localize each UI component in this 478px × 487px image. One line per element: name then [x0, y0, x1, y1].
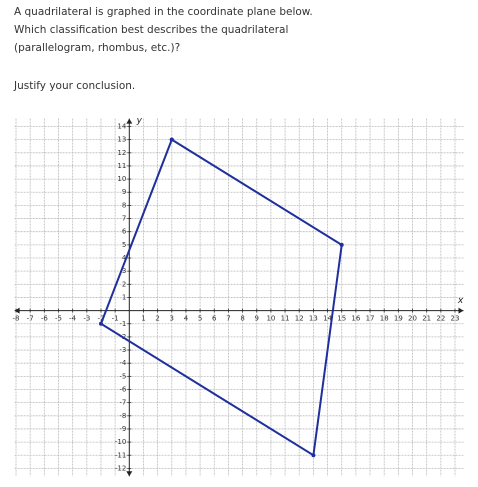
x-tick-label: 22: [436, 315, 445, 323]
y-tick-label: 8: [122, 201, 126, 209]
y-tick-label: -8: [119, 412, 126, 420]
x-tick-label: 19: [394, 315, 403, 323]
x-tick-label: -5: [55, 315, 62, 323]
x-tick-label: 6: [212, 315, 217, 323]
x-tick-label: 4: [184, 315, 189, 323]
y-tick-label: 6: [122, 228, 127, 236]
x-tick-label: -2: [97, 315, 104, 323]
vertex: [169, 137, 174, 142]
x-tick-label: 10: [266, 315, 275, 323]
x-axis-label: x: [457, 296, 464, 306]
y-tick-label: 13: [117, 136, 126, 144]
x-tick-label: 15: [337, 315, 346, 323]
vertex: [311, 453, 316, 458]
y-tick-label: -7: [119, 399, 126, 407]
x-tick-label: -4: [69, 315, 77, 323]
y-tick-label: 5: [122, 241, 126, 249]
x-tick-label: -6: [41, 315, 49, 323]
x-tick-label: 5: [198, 315, 202, 323]
y-tick-label: -9: [119, 425, 126, 433]
x-tick-label: 1: [141, 315, 145, 323]
x-tick-label: 18: [380, 315, 389, 323]
vertex: [98, 321, 103, 326]
x-tick-label: 21: [422, 315, 431, 323]
x-tick-label: 16: [351, 315, 360, 323]
y-tick-label: 7: [122, 215, 126, 223]
x-tick-label: 13: [309, 315, 318, 323]
x-tick-label: 2: [155, 315, 159, 323]
x-tick-label: 17: [366, 315, 375, 323]
x-tick-label: 9: [255, 315, 259, 323]
y-tick-label: -1: [119, 320, 126, 328]
x-tick-label: -8: [13, 315, 20, 323]
y-tick-label: 11: [117, 162, 126, 170]
x-tick-label: -3: [83, 315, 90, 323]
x-tick-label: 23: [451, 315, 460, 323]
y-tick-label: -11: [115, 451, 126, 459]
x-tick-label: 11: [281, 315, 290, 323]
y-tick-label: 10: [117, 175, 126, 183]
y-tick-label: 12: [117, 149, 126, 157]
y-tick-label: 4: [122, 254, 127, 262]
y-tick-label: 2: [122, 280, 126, 288]
y-tick-label: -12: [115, 464, 126, 472]
y-tick-label: -3: [119, 346, 126, 354]
vertex: [339, 242, 344, 247]
x-tick-label: 3: [170, 315, 174, 323]
y-tick-label: 1: [122, 293, 126, 301]
y-tick-label: -10: [115, 438, 126, 446]
x-tick-label: 8: [240, 315, 244, 323]
prompt-line: Justify your conclusion.: [14, 80, 136, 92]
y-tick-label: 9: [122, 188, 126, 196]
prompt-line: Which classification best describes the …: [14, 24, 289, 36]
x-tick-label: -1: [112, 315, 119, 323]
prompt-line: (parallelogram, rhombus, etc.)?: [14, 42, 181, 54]
prompt-line: A quadrilateral is graphed in the coordi…: [14, 6, 313, 18]
y-tick-label: 3: [122, 267, 126, 275]
y-tick-label: 14: [117, 122, 126, 130]
y-tick-label: -6: [119, 386, 127, 394]
y-tick-label: -4: [119, 359, 127, 367]
x-tick-label: -7: [27, 315, 34, 323]
x-tick-label: 7: [226, 315, 230, 323]
y-axis-label: y: [136, 116, 143, 126]
x-tick-label: 14: [323, 315, 332, 323]
x-tick-label: 12: [295, 315, 304, 323]
x-tick-label: 20: [408, 315, 417, 323]
y-tick-label: -5: [119, 372, 126, 380]
